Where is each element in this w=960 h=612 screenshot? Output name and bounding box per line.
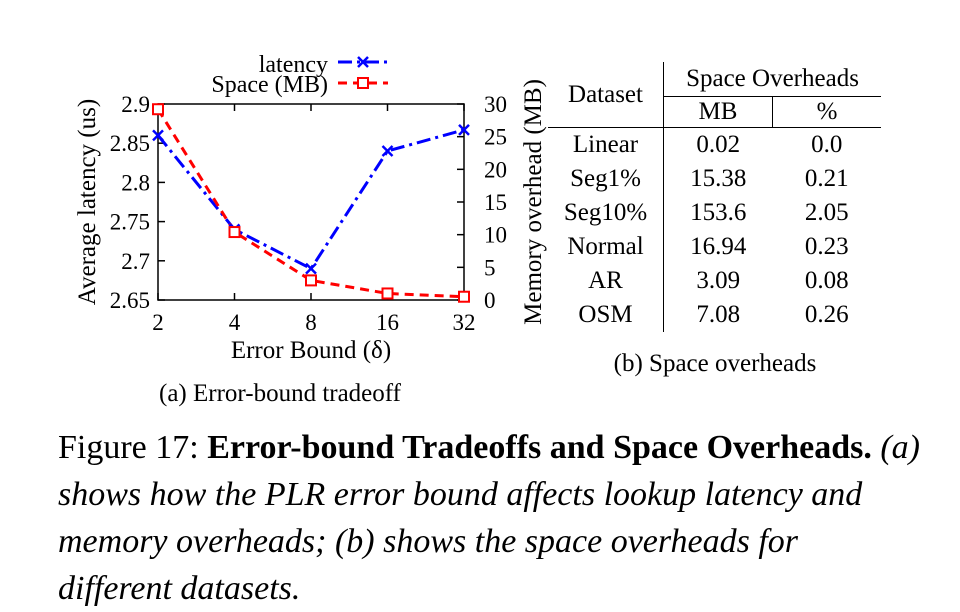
cell-percent: 0.23: [804, 233, 849, 260]
figure-body: (a) shows how the PLR error bound affect…: [58, 429, 921, 607]
series-lines: [156, 108, 465, 299]
y-right-tick-label: 30: [484, 92, 507, 117]
legend-marker-space: [357, 77, 369, 89]
space-point: [152, 103, 164, 116]
space-point: [458, 290, 470, 303]
table-row: AR 3.09 0.08: [548, 264, 881, 298]
cell-dataset: Seg10%: [563, 199, 648, 226]
cell-percent: 2.05: [804, 199, 849, 226]
cell-percent: 0.21: [804, 165, 849, 192]
header-percent: %: [772, 96, 881, 128]
axis-ticks: [157, 103, 465, 301]
cell-dataset: OSM: [578, 301, 633, 328]
y-left-tick-label: 2.9: [121, 92, 150, 117]
figure-caption: Figure 17: Error-bound Tradeoffs and Spa…: [58, 424, 920, 612]
table-row: Seg10% 153.6 2.05: [548, 196, 881, 230]
y-right-tick-label: 20: [484, 157, 507, 182]
latency-point: [381, 145, 394, 157]
y-right-tick-label: 0: [484, 288, 496, 313]
space-point: [305, 274, 317, 287]
y-right-tick-label: 15: [484, 190, 507, 215]
legend-label-space: Space (MB): [211, 72, 328, 98]
y-right-tick-label: 5: [484, 255, 496, 280]
latency-point: [458, 123, 470, 136]
y-left-tick-label: 2.7: [121, 249, 150, 274]
cell-dataset: Normal: [567, 233, 644, 260]
header-mb: MB: [663, 96, 773, 128]
header-dataset: Dataset: [568, 80, 643, 108]
cell-dataset: AR: [588, 267, 623, 294]
y-left-tick-label: 2.65: [110, 288, 150, 313]
x-tick-label: 4: [229, 310, 241, 335]
space-point: [381, 287, 394, 300]
cell-mb: 3.09: [663, 264, 773, 298]
y-left-tick-label: 2.85: [110, 131, 150, 156]
y-left-tick-label: 2.75: [110, 210, 150, 235]
figure-title: Error-bound Tradeoffs and Space Overhead…: [207, 429, 872, 466]
latency-point: [152, 129, 164, 142]
y-right-tick-label: 10: [484, 223, 507, 248]
x-tick-label: 2: [152, 310, 164, 335]
cell-mb: 153.6: [663, 196, 773, 230]
x-tick-label: 16: [376, 310, 399, 335]
subcaption-b: (b) Space overheads: [613, 350, 817, 377]
cell-mb: 0.02: [663, 127, 773, 162]
cell-dataset: Seg1%: [570, 165, 641, 192]
cell-percent: 0.0: [772, 127, 881, 162]
x-axis-label: Error Bound (δ): [231, 337, 391, 364]
latency-point: [305, 262, 317, 275]
y-left-tick-label: 2.8: [121, 170, 150, 195]
y-axis-right-label: Memory overhead (MB): [520, 79, 547, 325]
table-row: OSM 7.08 0.26: [548, 298, 881, 332]
x-tick-label: 8: [305, 310, 317, 335]
space-overheads-table: Dataset Space Overheads MB % Linear 0.02…: [548, 62, 881, 332]
subcaption-a: (a) Error-bound tradeoff: [159, 380, 402, 407]
table-row: Linear 0.02 0.0: [548, 127, 881, 162]
cell-percent: 0.08: [804, 267, 849, 294]
cell-percent: 0.26: [804, 301, 849, 328]
y-axis-left-label: Average latency (us): [74, 99, 101, 305]
series-markers: [152, 103, 470, 303]
header-space-overheads: Space Overheads: [663, 62, 881, 97]
legend-marker-latency: [357, 56, 369, 68]
tick-labels: 2 4 8 16 32 2.9 2.85 2.8 2.75 2.7 2.65 30 25 20 15 10 5 0: [110, 92, 507, 335]
figure-label: Figure 17:: [58, 429, 199, 466]
y-right-tick-label: 25: [484, 125, 507, 150]
cell-mb: 15.38: [663, 162, 773, 196]
cell-dataset: Linear: [548, 127, 664, 162]
cell-mb: 7.08: [663, 298, 773, 332]
table-row: Seg1% 15.38 0.21: [548, 162, 881, 196]
table-row: Normal 16.94 0.23: [548, 230, 881, 264]
space-point: [228, 226, 241, 239]
cell-mb: 16.94: [663, 230, 773, 264]
legend-label-latency: latency: [259, 52, 328, 78]
plot-frame: [157, 103, 465, 301]
series-line-latency: [156, 128, 465, 271]
legend: latency Space (MB): [211, 52, 388, 98]
x-tick-label: 32: [453, 310, 476, 335]
series-line-space: [156, 108, 465, 299]
